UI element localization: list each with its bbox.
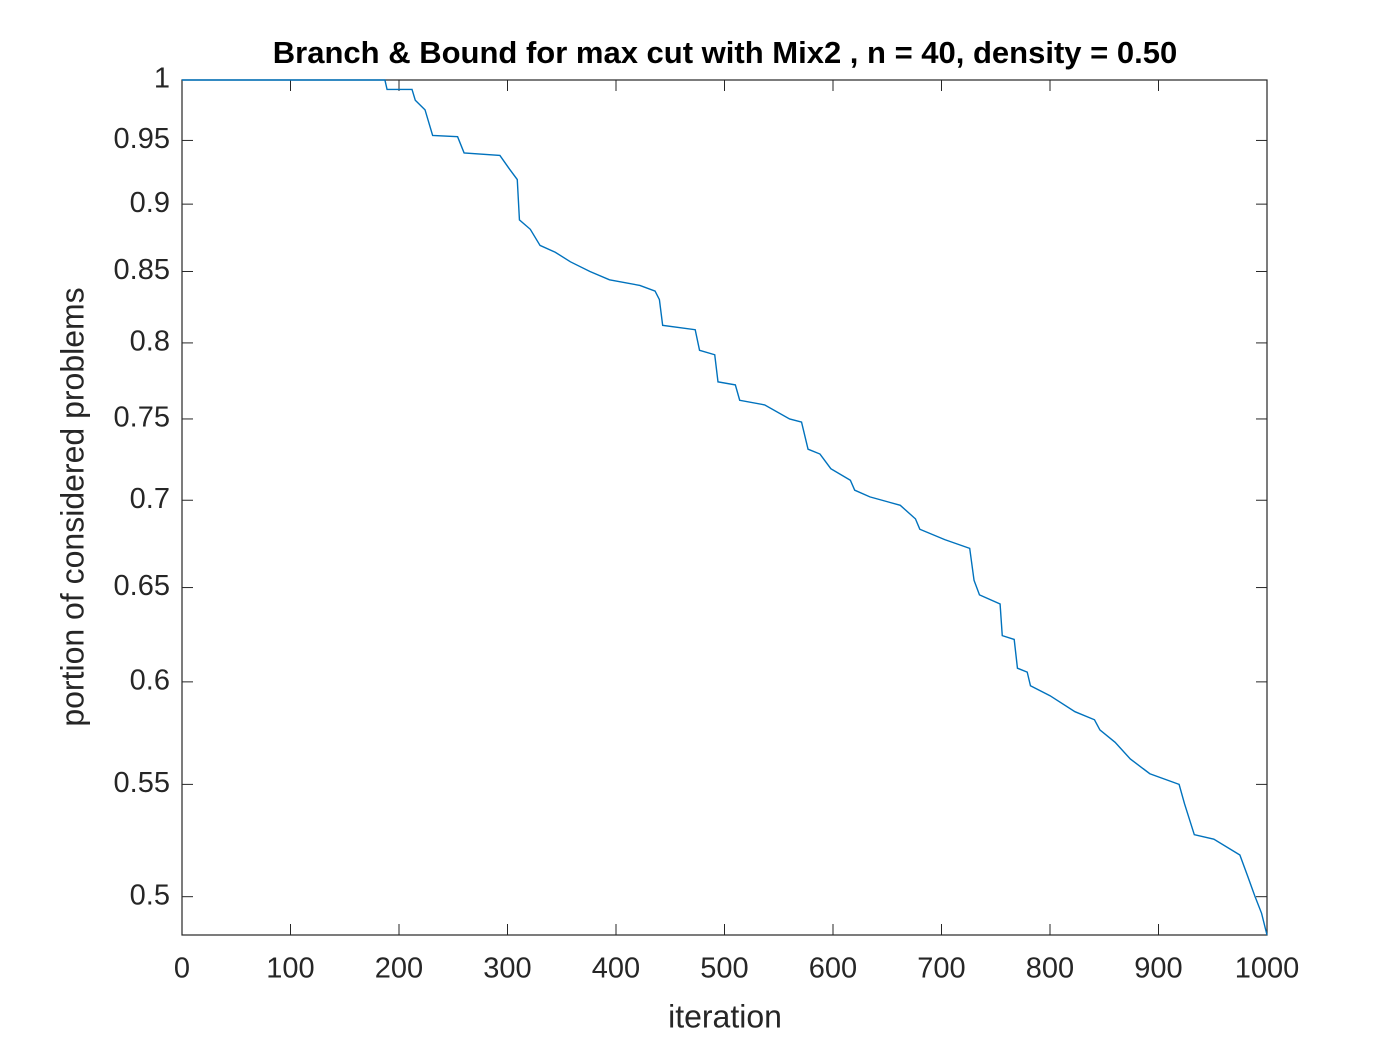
x-tick-label: 200 — [375, 953, 423, 985]
x-tick-label: 500 — [700, 953, 748, 985]
y-axis-label: portion of considered problems — [54, 287, 90, 726]
x-tick-label: 100 — [266, 953, 314, 985]
y-tick-label: 0.95 — [114, 123, 170, 155]
y-tick-label: 0.9 — [130, 187, 170, 219]
y-tick-label: 0.8 — [130, 326, 170, 358]
x-tick-label: 900 — [1134, 953, 1182, 985]
x-tick-label: 600 — [809, 953, 857, 985]
y-tick-label: 0.85 — [114, 254, 170, 286]
y-tick-label: 0.75 — [114, 402, 170, 434]
x-tick-label: 0 — [174, 953, 190, 985]
x-tick-label: 700 — [917, 953, 965, 985]
axes-box — [181, 79, 1268, 936]
x-tick-label: 800 — [1026, 953, 1074, 985]
x-axis-label: iteration — [668, 998, 782, 1034]
y-tick-label: 0.65 — [114, 570, 170, 602]
x-tick-label: 400 — [592, 953, 640, 985]
y-tick-label: 0.7 — [130, 483, 170, 515]
y-tick-label: 1 — [154, 63, 170, 95]
x-tick-label: 1000 — [1235, 953, 1300, 985]
y-tick-label: 0.55 — [114, 767, 170, 799]
chart-title: Branch & Bound for max cut with Mix2 , n… — [273, 35, 1177, 70]
x-tick-label: 300 — [483, 953, 531, 985]
y-tick-label: 0.6 — [130, 665, 170, 697]
y-tick-label: 0.5 — [130, 879, 170, 911]
data-line — [182, 79, 1268, 936]
